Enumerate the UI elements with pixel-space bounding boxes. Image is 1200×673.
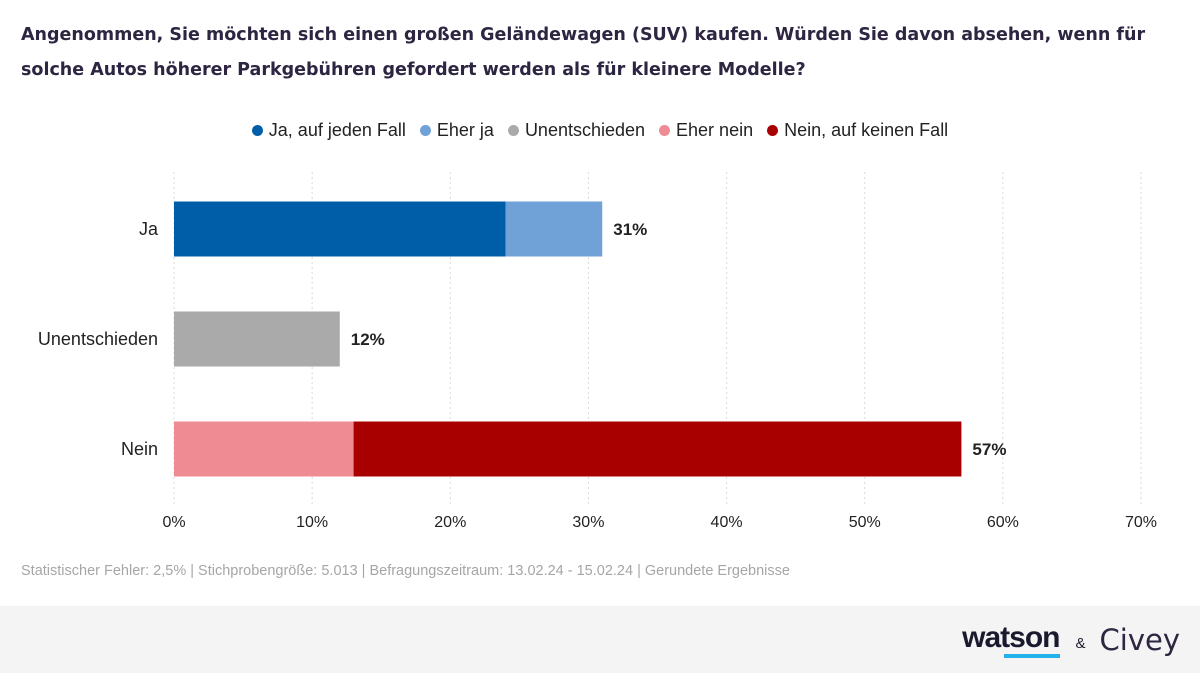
chart-labels: 0% 10% 20% 30% 40% 50% 60% 70% Ja 31% Unentschiede… bbox=[38, 219, 1157, 531]
legend-item: Nein, auf keinen Fall bbox=[767, 120, 948, 141]
bars bbox=[174, 201, 962, 477]
legend-item: Eher nein bbox=[659, 120, 753, 141]
bar-segment bbox=[505, 201, 603, 257]
x-tick-label: 60% bbox=[987, 514, 1019, 531]
legend-label: Eher nein bbox=[676, 119, 754, 140]
legend-swatch bbox=[767, 124, 779, 136]
bar-segment bbox=[174, 311, 340, 367]
legend-label: Nein, auf keinen Fall bbox=[784, 119, 949, 140]
total-label: 31% bbox=[613, 220, 647, 239]
watson-logo-underline bbox=[1004, 654, 1060, 658]
legend-label: Eher ja bbox=[436, 119, 494, 140]
x-tick-label: 0% bbox=[162, 514, 185, 531]
x-tick-label: 40% bbox=[711, 514, 743, 531]
brand-logos: watson & Civey bbox=[962, 620, 1180, 660]
brand-separator: & bbox=[1075, 634, 1086, 652]
x-tick-label: 50% bbox=[849, 514, 881, 531]
legend-swatch bbox=[659, 124, 671, 136]
legend-swatch bbox=[507, 124, 519, 136]
bar-segment bbox=[174, 421, 354, 477]
category-label: Ja bbox=[139, 219, 159, 239]
total-label: 12% bbox=[351, 330, 385, 349]
total-label: 57% bbox=[972, 440, 1006, 459]
category-label: Nein bbox=[121, 439, 158, 459]
civey-logo: Civey bbox=[1099, 623, 1180, 657]
watson-logo-text: watson bbox=[962, 621, 1060, 654]
chart-legend: Ja, auf jeden Fall Eher ja Unentschieden Eh… bbox=[0, 117, 1200, 143]
bar-segment bbox=[174, 201, 506, 257]
chart-title: Angenommen, Sie möchten sich einen große… bbox=[21, 25, 1146, 80]
legend-label: Ja, auf jeden Fall bbox=[268, 119, 406, 140]
x-tick-label: 30% bbox=[572, 514, 604, 531]
legend-item: Unentschieden bbox=[507, 119, 646, 141]
x-tick-label: 10% bbox=[296, 514, 328, 531]
footer-bar: watson & Civey bbox=[0, 606, 1200, 673]
x-tick-label: 70% bbox=[1125, 514, 1157, 531]
legend-swatch bbox=[251, 124, 263, 136]
legend-item: Eher ja bbox=[419, 119, 494, 141]
legend-label: Unentschieden bbox=[524, 119, 646, 140]
bar-segment bbox=[353, 421, 962, 477]
survey-footnote: Statistischer Fehler: 2,5% | Stichproben… bbox=[21, 563, 790, 579]
legend-swatch bbox=[419, 124, 431, 136]
x-tick-label: 20% bbox=[434, 514, 466, 531]
category-label: Unentschieden bbox=[38, 329, 158, 349]
watson-logo: watson bbox=[962, 621, 1061, 658]
legend-item: Ja, auf jeden Fall bbox=[251, 119, 406, 141]
